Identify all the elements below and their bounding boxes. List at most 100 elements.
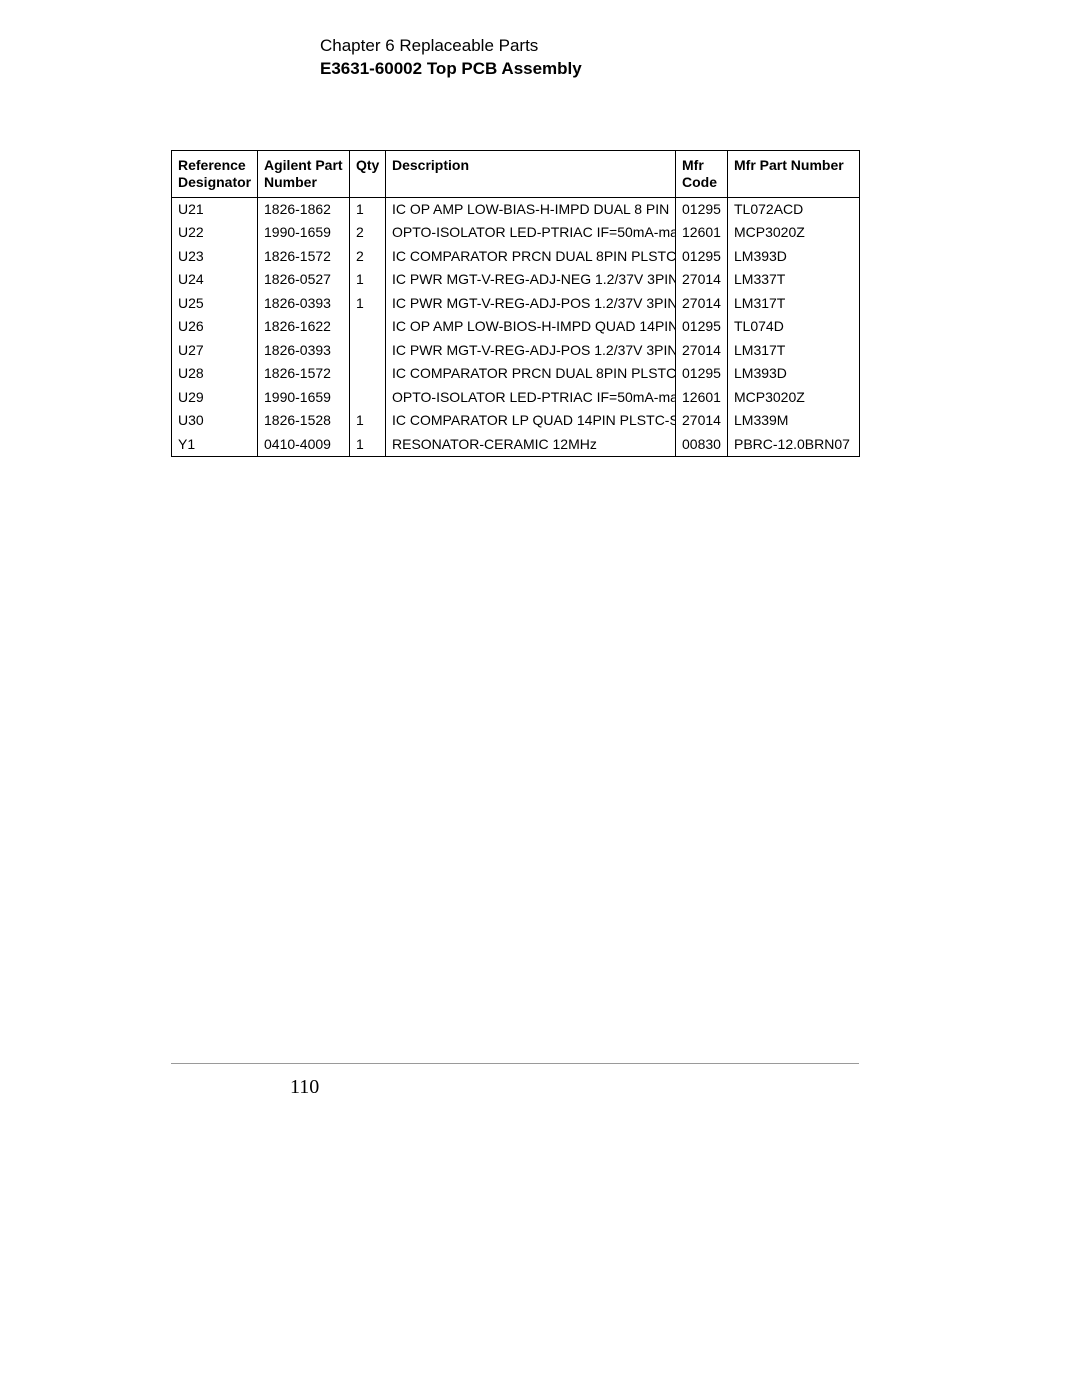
cell-mfrpn: TL072ACD [728,197,860,221]
cell-qty [350,362,386,386]
cell-mfrpn: LM339M [728,409,860,433]
cell-desc: IC PWR MGT-V-REG-ADJ-NEG 1.2/37V 3PINS [386,268,676,292]
cell-desc: IC OP AMP LOW-BIOS-H-IMPD QUAD 14PIN [386,315,676,339]
cell-ref: U21 [172,197,258,221]
table-row: U26 1826-1622 IC OP AMP LOW-BIOS-H-IMPD … [172,315,860,339]
cell-mfr: 27014 [676,339,728,363]
cell-part: 1826-0393 [258,339,350,363]
cell-ref: U25 [172,292,258,316]
cell-qty: 1 [350,433,386,457]
cell-mfr: 00830 [676,433,728,457]
cell-mfr: 12601 [676,221,728,245]
cell-ref: U30 [172,409,258,433]
col-part: Agilent Part Number [258,151,350,198]
table-row: U28 1826-1572 IC COMPARATOR PRCN DUAL 8P… [172,362,860,386]
cell-mfr: 27014 [676,292,728,316]
chapter-title: Chapter 6 Replaceable Parts [320,36,582,56]
cell-desc: OPTO-ISOLATOR LED-PTRIAC IF=50mA-max [386,221,676,245]
page-number: 110 [290,1076,319,1099]
cell-ref: U22 [172,221,258,245]
cell-mfr: 27014 [676,268,728,292]
cell-desc: IC PWR MGT-V-REG-ADJ-POS 1.2/37V 3PINS [386,339,676,363]
cell-ref: Y1 [172,433,258,457]
col-desc-l1: Description [392,157,469,173]
cell-mfrpn: LM393D [728,362,860,386]
cell-part: 1826-1622 [258,315,350,339]
cell-qty: 2 [350,221,386,245]
cell-ref: U23 [172,245,258,269]
cell-mfrpn: LM317T [728,292,860,316]
footer-rule [171,1063,859,1064]
col-desc: Description [386,151,676,198]
cell-mfrpn: MCP3020Z [728,386,860,410]
table-body: U21 1826-1862 1 IC OP AMP LOW-BIAS-H-IMP… [172,197,860,457]
cell-mfrpn: TL074D [728,315,860,339]
cell-mfr: 01295 [676,315,728,339]
cell-desc: IC COMPARATOR PRCN DUAL 8PIN PLSTC [386,362,676,386]
table-row: U21 1826-1862 1 IC OP AMP LOW-BIAS-H-IMP… [172,197,860,221]
table-row: U22 1990-1659 2 OPTO-ISOLATOR LED-PTRIAC… [172,221,860,245]
parts-table: Reference Designator Agilent Part Number… [171,150,860,457]
cell-part: 1826-0393 [258,292,350,316]
table-row: U30 1826-1528 1 IC COMPARATOR LP QUAD 14… [172,409,860,433]
cell-mfr: 12601 [676,386,728,410]
cell-part: 1990-1659 [258,386,350,410]
cell-mfrpn: LM393D [728,245,860,269]
cell-qty [350,339,386,363]
table-header-row: Reference Designator Agilent Part Number… [172,151,860,198]
cell-qty: 1 [350,268,386,292]
cell-ref: U28 [172,362,258,386]
col-mfr: Mfr Code [676,151,728,198]
cell-mfrpn: LM337T [728,268,860,292]
col-qty-l1: Qty [356,157,379,173]
cell-ref: U27 [172,339,258,363]
table-row: U27 1826-0393 IC PWR MGT-V-REG-ADJ-POS 1… [172,339,860,363]
table-row: Y1 0410-4009 1 RESONATOR-CERAMIC 12MHz 0… [172,433,860,457]
parts-table-container: Reference Designator Agilent Part Number… [171,150,859,457]
col-mfr-l1: Mfr [682,157,704,173]
table-row: U29 1990-1659 OPTO-ISOLATOR LED-PTRIAC I… [172,386,860,410]
col-part-l2: Number [264,174,317,190]
cell-desc: IC COMPARATOR PRCN DUAL 8PIN PLSTC [386,245,676,269]
col-ref-l1: Reference [178,157,246,173]
cell-part: 1990-1659 [258,221,350,245]
col-ref-l2: Designator [178,174,251,190]
cell-mfr: 01295 [676,197,728,221]
cell-part: 1826-1528 [258,409,350,433]
cell-mfrpn: PBRC-12.0BRN07 [728,433,860,457]
cell-qty: 2 [350,245,386,269]
table-row: U24 1826-0527 1 IC PWR MGT-V-REG-ADJ-NEG… [172,268,860,292]
cell-qty: 1 [350,292,386,316]
table-row: U25 1826-0393 1 IC PWR MGT-V-REG-ADJ-POS… [172,292,860,316]
cell-desc: IC PWR MGT-V-REG-ADJ-POS 1.2/37V 3PINS [386,292,676,316]
cell-desc: IC COMPARATOR LP QUAD 14PIN PLSTC-SOIC [386,409,676,433]
cell-qty: 1 [350,409,386,433]
cell-ref: U26 [172,315,258,339]
cell-part: 1826-1572 [258,245,350,269]
page: Chapter 6 Replaceable Parts E3631-60002 … [0,0,1080,1397]
cell-ref: U29 [172,386,258,410]
col-ref: Reference Designator [172,151,258,198]
cell-desc: IC OP AMP LOW-BIAS-H-IMPD DUAL 8 PIN [386,197,676,221]
cell-mfr: 27014 [676,409,728,433]
cell-part: 1826-1862 [258,197,350,221]
cell-ref: U24 [172,268,258,292]
col-mfrpn: Mfr Part Number [728,151,860,198]
col-part-l1: Agilent Part [264,157,343,173]
cell-part: 0410-4009 [258,433,350,457]
table-row: U23 1826-1572 2 IC COMPARATOR PRCN DUAL … [172,245,860,269]
cell-part: 1826-0527 [258,268,350,292]
section-title: E3631-60002 Top PCB Assembly [320,59,582,79]
col-qty: Qty [350,151,386,198]
table-header: Reference Designator Agilent Part Number… [172,151,860,198]
page-header: Chapter 6 Replaceable Parts E3631-60002 … [320,36,582,79]
cell-qty [350,386,386,410]
cell-part: 1826-1572 [258,362,350,386]
cell-qty [350,315,386,339]
cell-desc: OPTO-ISOLATOR LED-PTRIAC IF=50mA-max [386,386,676,410]
cell-mfrpn: LM317T [728,339,860,363]
cell-qty: 1 [350,197,386,221]
cell-mfr: 01295 [676,362,728,386]
cell-desc: RESONATOR-CERAMIC 12MHz [386,433,676,457]
col-mfrpn-l1: Mfr Part Number [734,157,844,173]
